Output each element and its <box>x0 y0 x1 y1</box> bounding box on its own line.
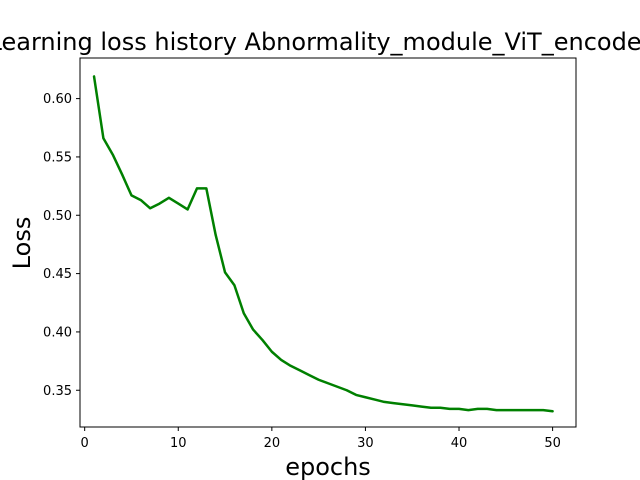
x-axis-ticks: 0 10 20 30 40 50 <box>81 427 561 451</box>
x-tick-label: 30 <box>357 436 374 451</box>
y-tick-label: 0.45 <box>43 267 72 282</box>
x-tick-label: 20 <box>264 436 281 451</box>
x-axis-label: epochs <box>285 453 371 480</box>
y-tick-label: 0.60 <box>43 92 72 107</box>
x-tick-label: 40 <box>451 436 468 451</box>
x-tick-label: 10 <box>170 436 187 451</box>
x-tick-label: 50 <box>544 436 561 451</box>
plot-area <box>79 57 577 428</box>
x-tick-label: 0 <box>81 436 89 451</box>
plot-frame <box>79 57 577 428</box>
series-lines <box>92 75 554 413</box>
y-axis-ticks: 0.35 0.40 0.45 0.50 0.55 0.60 <box>43 92 80 399</box>
chart-title: Learning loss history Abnormality_module… <box>0 28 640 56</box>
y-axis-label: Loss <box>8 217 36 270</box>
y-tick-label: 0.35 <box>43 384 72 399</box>
y-tick-label: 0.55 <box>43 150 72 165</box>
y-tick-label: 0.50 <box>43 209 72 224</box>
y-tick-label: 0.40 <box>43 325 72 340</box>
loss-series-line <box>92 75 554 413</box>
